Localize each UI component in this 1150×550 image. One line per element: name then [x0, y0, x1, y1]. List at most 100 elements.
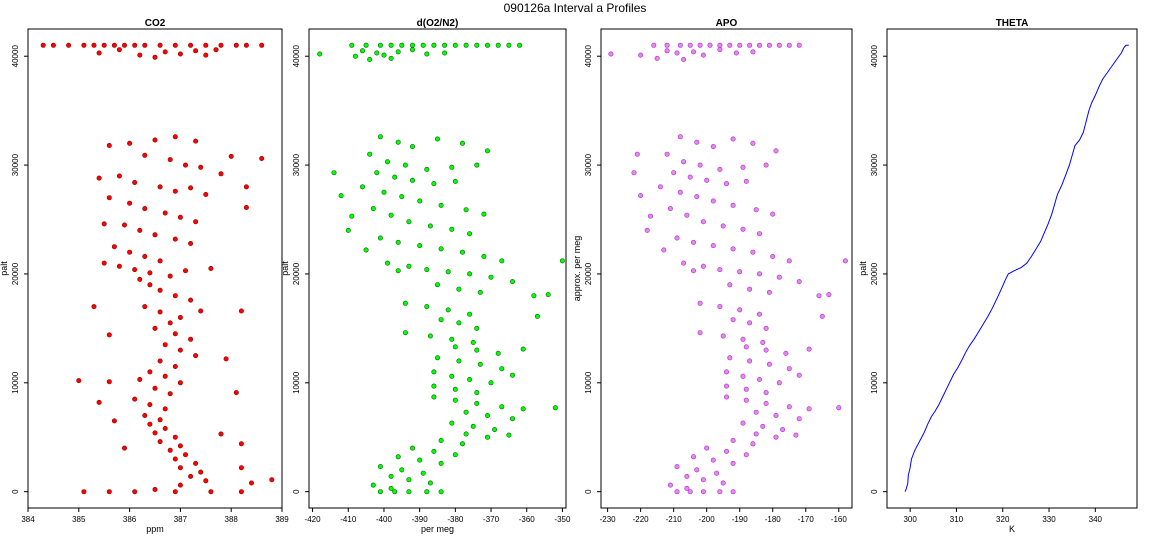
co2-data-point [172, 456, 178, 462]
o2n2-data-point [470, 423, 476, 429]
co2-data-point [183, 268, 189, 274]
co2-data-point [147, 369, 153, 375]
o2n2-data-point [409, 47, 415, 53]
o2n2-data-point [363, 247, 369, 253]
apo-data-point [756, 376, 762, 382]
co2-data-point [147, 270, 153, 276]
co2-data-point [106, 143, 112, 149]
o2n2-data-point [406, 219, 412, 225]
o2n2-data-point [506, 42, 512, 48]
apo-data-point [727, 355, 733, 361]
co2-data-point [172, 363, 178, 369]
apo-data-point [700, 219, 706, 225]
co2-data-point [172, 188, 178, 194]
o2n2-data-point [449, 164, 455, 170]
o2n2-data-point [452, 452, 458, 458]
o2n2-data-point [520, 406, 526, 412]
o2n2-data-point [363, 42, 369, 48]
o2n2-data-point [474, 347, 480, 353]
apo-data-point [664, 48, 670, 54]
o2n2-x-tick-label: -420 [305, 515, 322, 524]
o2n2-data-point [402, 162, 408, 168]
apo-y-tick-label: 0 [584, 489, 593, 494]
co2-data-point [188, 473, 194, 479]
o2n2-data-point [424, 166, 430, 172]
co2-y-tick-label: 40000 [11, 45, 20, 68]
o2n2-panel-title: d(O2/N2) [417, 18, 459, 29]
co2-data-point [147, 421, 153, 427]
apo-data-point [697, 42, 703, 48]
co2-data-point [193, 138, 199, 144]
co2-data-point [142, 412, 148, 418]
o2n2-data-point [445, 269, 451, 275]
co2-data-point [132, 267, 138, 273]
co2-data-point [147, 282, 153, 288]
apo-data-point [793, 432, 799, 438]
apo-data-point [730, 246, 736, 252]
o2n2-data-point [438, 246, 444, 252]
apo-data-point [720, 333, 726, 339]
o2n2-data-point [370, 482, 376, 488]
o2n2-data-point [367, 151, 373, 157]
apo-data-point [710, 198, 716, 204]
co2-data-point [183, 162, 189, 168]
co2-data-point [91, 42, 97, 48]
apo-data-point [674, 235, 680, 241]
co2-data-point [96, 50, 102, 56]
co2-x-tick-label: 387 [174, 515, 188, 524]
co2-y-tick-label: 20000 [11, 262, 20, 285]
apo-data-point [763, 347, 769, 353]
o2n2-data-point [395, 239, 401, 245]
o2n2-data-point [377, 235, 383, 241]
apo-data-point [780, 427, 786, 433]
co2-data-point [188, 336, 194, 342]
o2n2-data-point [377, 489, 383, 495]
co2-data-point [40, 42, 46, 48]
apo-data-point [753, 431, 759, 437]
o2n2-data-point [417, 198, 423, 204]
apo-data-point [743, 397, 749, 403]
o2n2-data-point [552, 405, 558, 411]
apo-data-point [766, 361, 772, 367]
theta-y-tick-label: 10000 [870, 371, 879, 394]
co2-data-point [101, 260, 107, 266]
o2n2-data-point [409, 445, 415, 451]
apo-data-point [750, 140, 756, 146]
apo-data-point [756, 42, 762, 48]
o2n2-x-tick-label: -410 [340, 515, 357, 524]
theta-series-line [904, 44, 1129, 492]
apo-data-point [770, 211, 776, 217]
apo-data-point [684, 212, 690, 218]
co2-data-point [137, 227, 143, 233]
co2-data-point [177, 347, 183, 353]
apo-data-point [674, 50, 680, 56]
apo-data-point [766, 42, 772, 48]
o2n2-data-point [506, 432, 512, 438]
co2-data-point [172, 331, 178, 337]
co2-data-point [243, 184, 249, 190]
o2n2-data-point [359, 48, 365, 54]
o2n2-data-point [374, 50, 380, 56]
apo-x-tick-label: -230 [600, 515, 617, 524]
o2n2-data-point [417, 457, 423, 463]
o2n2-data-point [520, 346, 526, 352]
apo-data-point [638, 193, 644, 199]
apo-data-point [710, 144, 716, 150]
o2n2-x-axis-label: per meg [421, 524, 454, 534]
o2n2-data-point [456, 320, 462, 326]
theta-y-tick-label: 0 [870, 489, 879, 494]
co2-data-point [162, 406, 168, 412]
o2n2-data-point [452, 42, 458, 48]
apo-data-point [717, 267, 723, 273]
o2n2-data-point [402, 330, 408, 336]
o2n2-data-point [484, 434, 490, 440]
o2n2-data-point [424, 304, 430, 310]
apo-data-point [634, 151, 640, 157]
apo-x-tick-label: -170 [798, 515, 815, 524]
o2n2-data-point [517, 42, 523, 48]
apo-y-tick-label: 40000 [584, 45, 593, 68]
co2-panel: CO2 384 385 386 387 388 389 0 10000 20000 30000 400… [0, 18, 289, 534]
o2n2-data-point [438, 437, 444, 443]
co2-data-point [172, 489, 178, 495]
o2n2-data-point [474, 42, 480, 48]
